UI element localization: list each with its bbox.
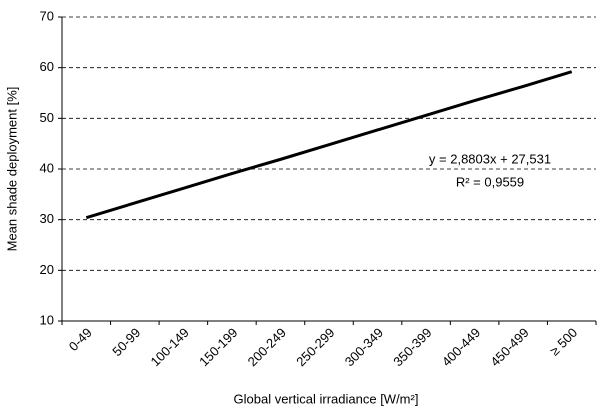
trend-equation: y = 2,8803x + 27,531	[429, 151, 551, 166]
y-tick-label: 20	[40, 262, 54, 277]
y-tick-label: 50	[40, 110, 54, 125]
data-line	[85, 70, 573, 220]
y-tick-label: 60	[40, 59, 54, 74]
x-tick-label: 250-299	[293, 325, 337, 369]
r-squared: R² = 0,9559	[456, 174, 524, 189]
x-axis-label: Global vertical irradiance [W/m²]	[234, 391, 419, 406]
x-tick-label: 350-399	[390, 325, 434, 369]
x-tick-label: 300-349	[342, 325, 386, 369]
x-tick-label: 150-199	[196, 325, 240, 369]
x-tick-label: 100-149	[148, 325, 192, 369]
x-tick-label: ≥ 500	[547, 325, 581, 359]
y-axis-label: Mean shade deployment [%]	[4, 87, 19, 252]
y-tick-label: 70	[40, 8, 54, 23]
x-tick-label: 400-449	[439, 325, 483, 369]
x-tick-label: 50-99	[109, 325, 143, 359]
y-tick-label: 30	[40, 211, 54, 226]
y-tick-label: 10	[40, 312, 54, 327]
x-tick-label: 0-49	[66, 325, 95, 354]
y-tick-label: 40	[40, 160, 54, 175]
x-tick-label: 450-499	[487, 325, 531, 369]
x-tick-label: 200-249	[245, 325, 289, 369]
